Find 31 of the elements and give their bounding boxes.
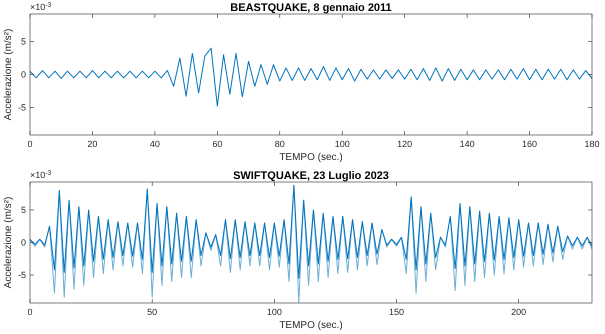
x-tick-label: 0 <box>27 307 33 317</box>
y-tick-label: -5 <box>18 270 26 280</box>
x-tick-label: 140 <box>460 139 475 149</box>
x-axis-title: TEMPO (sec.) <box>279 152 343 163</box>
y-axis-title: Accelerazione (m/s²) <box>3 28 14 120</box>
x-tick-label: 150 <box>389 307 404 317</box>
line-series <box>30 184 592 279</box>
x-tick-label: 40 <box>150 139 160 149</box>
y-tick-label: 5 <box>20 204 26 215</box>
x-tick-label: 120 <box>397 139 412 149</box>
x-tick-label: 20 <box>87 139 98 149</box>
y-tick-label: 0 <box>20 238 26 248</box>
line-series <box>30 48 592 107</box>
y-tick-label: 0 <box>20 70 26 80</box>
x-tick-label: 80 <box>274 139 285 149</box>
y-tick-label: -5 <box>18 102 26 112</box>
y-axis-title: Accelerazione (m/s²) <box>3 196 14 288</box>
x-tick-label: 60 <box>212 139 222 149</box>
y-tick-label: 5 <box>20 36 26 47</box>
chart-title: SWIFTQUAKE, 23 Luglio 2023 <box>233 170 389 182</box>
x-axis-title: TEMPO (sec.) <box>279 320 343 331</box>
x-tick-label: 100 <box>266 307 282 317</box>
x-tick-label: 180 <box>584 139 600 149</box>
chart-title: BEASTQUAKE, 8 gennaio 2011 <box>230 2 392 14</box>
text: ×10$^{-3}$ <box>30 170 52 180</box>
x-tick-label: 200 <box>511 307 526 317</box>
text: ×10$^{-3}$ <box>30 2 52 12</box>
x-tick-label: 160 <box>522 139 538 149</box>
x-tick-label: 100 <box>334 139 350 149</box>
x-tick-label: 50 <box>147 307 158 317</box>
x-tick-label: 0 <box>27 139 33 149</box>
